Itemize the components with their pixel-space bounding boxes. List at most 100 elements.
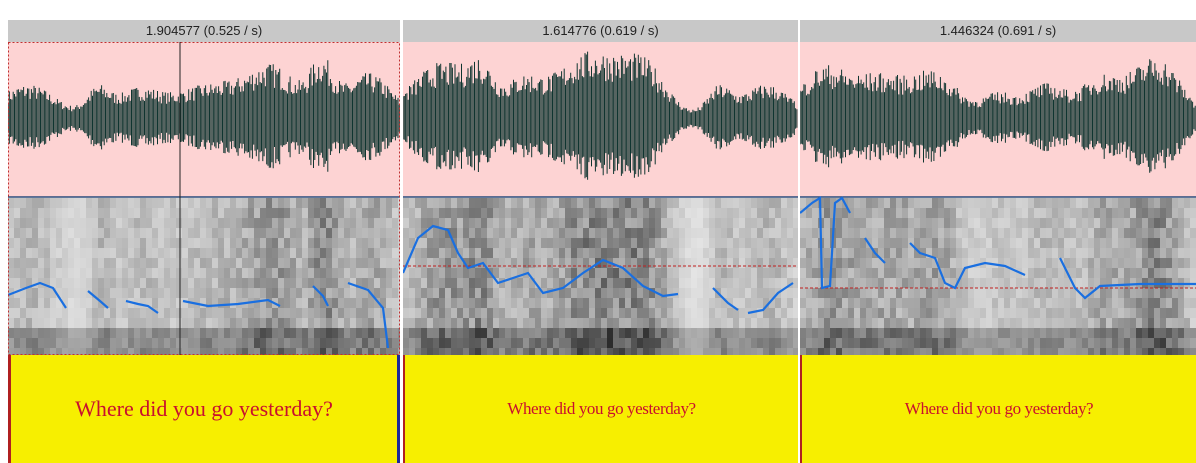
spectrogram-cell	[326, 268, 332, 278]
spectrogram-cell	[1136, 238, 1142, 248]
spectrogram-cell	[553, 268, 559, 278]
spectrogram-cell	[649, 338, 655, 348]
spectrogram-cell	[218, 248, 224, 258]
spectrogram-cell	[314, 258, 320, 268]
spectrogram-cell	[1136, 338, 1142, 348]
spectrogram-cell	[320, 348, 326, 355]
spectrogram-cell	[74, 258, 80, 268]
spectrogram-cell	[842, 328, 848, 338]
spectrogram-cell	[206, 338, 212, 348]
spectrogram-cell	[553, 208, 559, 218]
spectrogram-cell	[667, 348, 673, 355]
spectrogram-cell	[134, 238, 140, 248]
spectrogram-cell	[182, 298, 188, 308]
spectrogram-cell	[128, 288, 134, 298]
spectrogram-cell	[860, 308, 866, 318]
spectrogram-cell	[439, 328, 445, 338]
spectrogram-cell	[278, 308, 284, 318]
spectrogram-cell	[854, 238, 860, 248]
spectrogram-cell	[302, 218, 308, 228]
spectrogram-cell	[122, 308, 128, 318]
spectrogram-cell	[535, 348, 541, 355]
spectrogram-cell	[224, 258, 230, 268]
spectrogram-cell	[158, 338, 164, 348]
spectrogram-cell	[350, 318, 356, 328]
spectrogram-cell	[332, 208, 338, 218]
spectrogram-cell	[523, 208, 529, 218]
spectrogram-cell	[469, 348, 475, 355]
spectrogram-cell	[715, 228, 721, 238]
spectrogram-cell	[290, 328, 296, 338]
spectrogram-cell	[104, 268, 110, 278]
spectrogram-cell	[950, 288, 956, 298]
spectrogram-cell	[595, 238, 601, 248]
spectrogram-cell	[1022, 258, 1028, 268]
spectrogram-cell	[296, 278, 302, 288]
spectrogram-cell	[679, 308, 685, 318]
spectrogram-cell	[517, 248, 523, 258]
spectrogram-cell	[932, 278, 938, 288]
spectrogram-cell	[872, 318, 878, 328]
spectrogram-cell	[691, 268, 697, 278]
spectrogram-cell	[1160, 258, 1166, 268]
spectrogram-cell	[950, 298, 956, 308]
spectrogram-cell	[421, 298, 427, 308]
spectrogram-cell	[56, 208, 62, 218]
spectrogram-cell	[1040, 318, 1046, 328]
spectrogram-cell	[559, 318, 565, 328]
spectrogram-cell	[278, 198, 284, 208]
spectrogram-cell	[487, 318, 493, 328]
spectrogram-cell	[1184, 338, 1190, 348]
spectrogram-cell	[902, 238, 908, 248]
spectrogram-cell	[727, 318, 733, 328]
spectrogram-cell	[583, 348, 589, 355]
spectrogram-cell	[661, 248, 667, 258]
spectrogram-cell	[1082, 208, 1088, 218]
spectrogram-cell	[511, 288, 517, 298]
spectrogram-cell	[350, 258, 356, 268]
spectrogram-cell	[691, 228, 697, 238]
spectrogram-cell	[284, 218, 290, 228]
spectrogram-cell	[242, 318, 248, 328]
spectrogram-cell	[403, 288, 409, 298]
spectrogram-cell	[386, 228, 392, 238]
spectrogram-cell	[284, 228, 290, 238]
spectrogram-cell	[1040, 238, 1046, 248]
spectrogram-cell	[944, 318, 950, 328]
spectrogram-cell	[86, 258, 92, 268]
spectrogram-cell	[272, 208, 278, 218]
spectrogram-cell	[421, 268, 427, 278]
spectrogram-cell	[685, 338, 691, 348]
spectrogram-cell	[1058, 238, 1064, 248]
spectrogram-cell	[1130, 268, 1136, 278]
spectrogram-cell	[896, 218, 902, 228]
spectrogram-cell	[415, 208, 421, 218]
spectrogram-cell	[980, 308, 986, 318]
spectrogram-cell	[38, 328, 44, 338]
spectrogram-cell	[326, 348, 332, 355]
spectrogram-cell	[140, 218, 146, 228]
spectrogram-cell	[685, 328, 691, 338]
spectrogram-cell	[1118, 238, 1124, 248]
spectrogram-cell	[890, 288, 896, 298]
spectrogram-cell	[715, 198, 721, 208]
spectrogram-cell	[920, 298, 926, 308]
spectrogram-cell	[188, 308, 194, 318]
spectrogram-cell	[1052, 228, 1058, 238]
spectrogram-cell	[739, 248, 745, 258]
spectrogram-cell	[421, 218, 427, 228]
spectrogram-cell	[50, 228, 56, 238]
spectrogram-cell	[362, 218, 368, 228]
spectrogram-cell	[974, 248, 980, 258]
spectrogram-cell	[481, 198, 487, 208]
spectrogram-cell	[439, 268, 445, 278]
spectrogram-cell	[1106, 318, 1112, 328]
spectrogram-cell	[50, 258, 56, 268]
spectrogram-cell	[344, 238, 350, 248]
spectrogram-cell	[338, 288, 344, 298]
spectrogram-cell	[1166, 288, 1172, 298]
spectrogram-cell	[553, 218, 559, 228]
spectrogram-cell	[260, 268, 266, 278]
spectrogram-cell	[667, 268, 673, 278]
spectrogram-cell	[146, 228, 152, 238]
